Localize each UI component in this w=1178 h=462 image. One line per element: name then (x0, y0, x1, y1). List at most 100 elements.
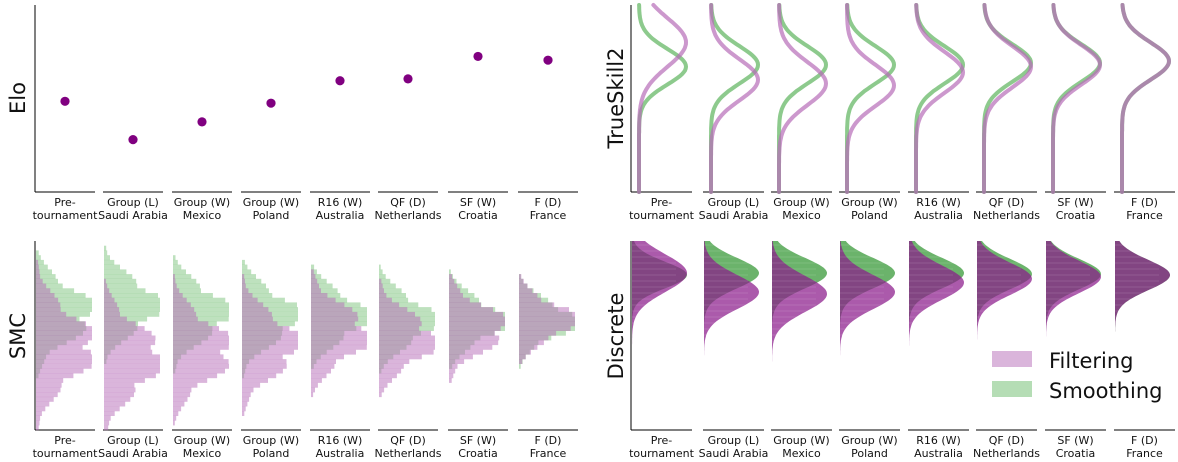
smc-filtering-hist-7-bin-20 (519, 335, 549, 341)
disc-tick-label-7: F (D) France (1126, 434, 1163, 460)
smc-filtering-hist-0-bin-29 (36, 378, 64, 383)
legend-smoothing-label: Smoothing (1049, 379, 1163, 403)
smc-filtering-hist-3-bin-21 (242, 340, 298, 346)
smc-filtering-hist-1-bin-29 (104, 378, 145, 383)
smc-filtering-hist-4-bin-15 (311, 311, 358, 317)
smc-filtering-hist-3-bin-27 (242, 368, 283, 374)
smc-filtering-hist-0-bin-31 (36, 387, 61, 393)
trueskill2-ylabel: TrueSkill2 (604, 48, 628, 150)
discrete-ylabel: Discrete (604, 293, 628, 380)
smc-filtering-hist-0-bin-5 (36, 264, 39, 270)
smc-smoothing-hist-0-bin-2 (36, 250, 39, 256)
smc-filtering-hist-6 (449, 274, 505, 383)
smc-filtering-hist-1-bin-35 (104, 406, 120, 412)
smc-smoothing-hist-4-bin-9 (311, 283, 333, 289)
smc-smoothing-hist-5-bin-8 (379, 278, 391, 284)
smc-filtering-hist-0-bin-8 (36, 278, 43, 284)
smc-smoothing-hist-3-bin-12 (242, 297, 285, 303)
smc-smoothing-hist-3-bin-5 (242, 264, 248, 270)
smc-filtering-hist-3-bin-22 (242, 344, 298, 350)
smc-filtering-hist-4-bin-11 (311, 293, 328, 298)
smc-filtering-hist-0-bin-28 (36, 373, 74, 379)
disc-bin-lines-5 (977, 244, 1021, 342)
smc-filtering-hist-1-bin-17 (104, 321, 136, 327)
smc-filtering-hist-4-bin-13 (311, 302, 345, 308)
smc-filtering-hist-7-bin-21 (519, 340, 544, 346)
smc-filtering-hist-5-bin-31 (379, 387, 385, 393)
smc-filtering-hist-2-bin-14 (173, 307, 195, 312)
smc-filtering-hist-1-bin-32 (104, 392, 134, 398)
smc-filtering-hist-1-bin-34 (104, 401, 126, 407)
elo-tick-label-5: QF (D) Netherlands (374, 196, 441, 222)
smc-filtering-hist-3-bin-17 (242, 321, 278, 327)
elo-point-2 (197, 117, 207, 127)
smc-filtering-hist-7-bin-22 (519, 344, 538, 350)
disc-tick-label-2: Group (W) Mexico (773, 434, 829, 460)
smc-filtering-hist-2-bin-13 (173, 302, 191, 308)
elo-point-7 (543, 55, 553, 65)
smc-filtering-hist-4-bin-27 (311, 368, 331, 374)
smc-smoothing-hist-1-bin-6 (104, 269, 127, 275)
ts-filtering-curve-4 (914, 3, 966, 194)
smc-smoothing-hist-2-bin-9 (173, 283, 200, 289)
smc-smoothing-hist-3-bin-11 (242, 293, 273, 298)
smc-filtering-hist-2-bin-24 (173, 354, 224, 360)
smc-filtering-hist-0-bin-34 (36, 401, 50, 407)
elo-point-3 (266, 98, 276, 108)
smc-filtering-hist-2-bin-7 (173, 274, 175, 279)
smc-filtering-hist-5-bin-21 (379, 340, 435, 346)
smc-filtering-hist-5-bin-27 (379, 368, 402, 374)
smc-filtering-hist-2-bin-26 (173, 363, 229, 369)
elo-tick-label-3: Group (W) Poland (243, 196, 299, 222)
smc-smoothing-hist-5-bin-10 (379, 288, 402, 294)
ts-tick-label-2: Group (W) Mexico (773, 196, 829, 222)
smc-filtering-hist-2-bin-32 (173, 392, 191, 398)
smc-filtering-hist-7-bin-23 (519, 349, 531, 355)
smc-filtering-hist-5-bin-26 (379, 363, 404, 369)
smc-filtering-hist-0-bin-32 (36, 392, 58, 398)
smc-filtering-hist-1-bin-28 (104, 373, 156, 379)
smc-filtering-hist-0-bin-13 (36, 302, 61, 308)
smc-smoothing-hist-1-bin-2 (104, 250, 108, 256)
smc-smoothing-hist-0-bin-9 (36, 283, 63, 289)
smc-filtering-hist-5-bin-17 (379, 321, 422, 327)
smc-filtering-hist-3-bin-19 (242, 330, 298, 336)
smc-filtering-hist-2-bin-30 (173, 382, 198, 388)
smc-filtering-hist-6-bin-19 (449, 330, 495, 336)
smc-smoothing-hist-1-bin-9 (104, 283, 138, 289)
smc-filtering-hist-5-bin-29 (379, 378, 392, 383)
smc-filtering-hist-6-bin-7 (449, 274, 453, 279)
disc-bin-lines-3 (840, 244, 884, 342)
disc-filtering-area-3 (840, 241, 895, 430)
smc-filtering-hist-0-bin-10 (36, 288, 51, 294)
smc-filtering-hist-2-bin-12 (173, 297, 187, 303)
smc-smoothing-hist-5-bin-9 (379, 283, 396, 289)
smc-filtering-hist-6-bin-9 (449, 283, 458, 289)
smc-filtering-hist-0 (36, 259, 92, 431)
smc-filtering-hist-1-bin-18 (104, 326, 145, 331)
smc-tick-label-7: F (D) France (530, 434, 567, 460)
smc-filtering-hist-0-bin-36 (36, 411, 42, 416)
smc-filtering-hist-1-bin-23 (104, 349, 153, 355)
smc-filtering-hist-4-bin-29 (311, 378, 322, 383)
smc-filtering-hist-7-bin-10 (519, 288, 533, 294)
smc-smoothing-hist-1-bin-12 (104, 297, 160, 303)
smc-filtering-hist-6-bin-25 (449, 359, 465, 364)
smc-filtering-hist-7-bin-11 (519, 293, 538, 298)
smc-filtering-hist-2-bin-28 (173, 373, 218, 379)
smc-filtering-hist-0-bin-37 (36, 415, 41, 421)
smc-filtering-hist-4-bin-28 (311, 373, 327, 379)
smc-filtering-hist-7-bin-15 (519, 311, 575, 317)
smc-filtering-hist-0-bin-19 (36, 330, 92, 336)
smc-filtering-hist-4-bin-10 (311, 288, 321, 294)
smc-filtering-hist-0-bin-4 (36, 259, 39, 265)
smc-filtering-hist-7-bin-7 (519, 274, 522, 279)
smc-filtering-hist-6-bin-24 (449, 354, 473, 360)
smc-filtering-hist-2-bin-21 (173, 340, 229, 346)
smc-smoothing-hist-1-bin-10 (104, 288, 146, 294)
smc-smoothing-hist-2-bin-12 (173, 297, 226, 303)
smc-filtering-hist-7-bin-13 (519, 302, 555, 308)
disc-filtering-area-4 (909, 241, 964, 430)
